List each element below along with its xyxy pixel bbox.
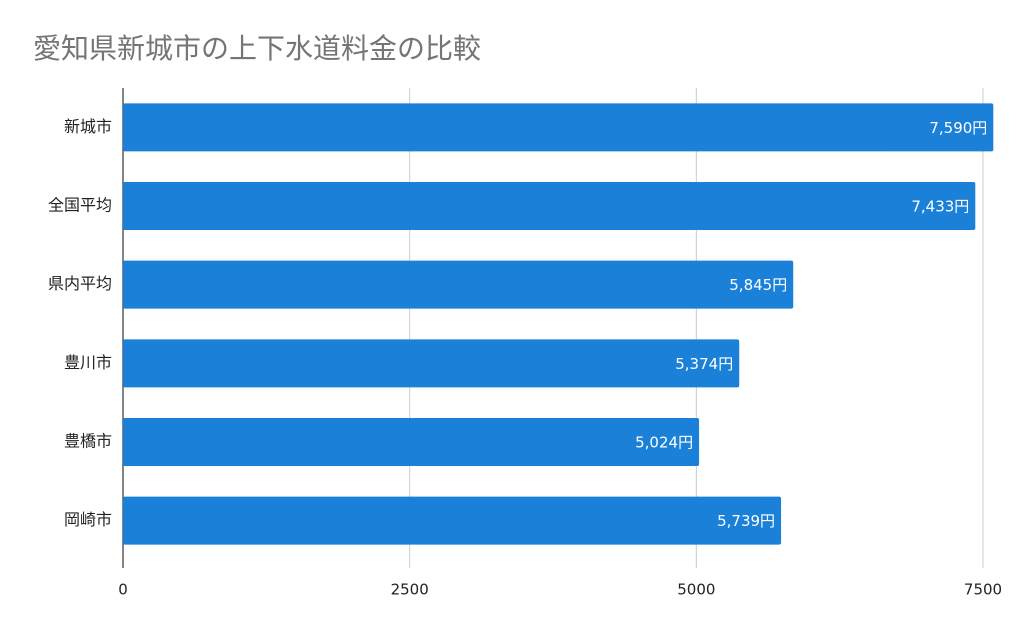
y-tick-label: 県内平均	[48, 274, 112, 293]
bar	[123, 496, 782, 545]
chart-title: 愛知県新城市の上下水道料金の比較	[33, 32, 481, 65]
bar	[123, 103, 994, 152]
y-tick-label: 全国平均	[48, 196, 112, 215]
y-tick-label: 豊川市	[64, 353, 112, 372]
bar	[123, 182, 976, 230]
y-tick-label: 新城市	[64, 117, 112, 136]
x-tick-label: 2500	[391, 581, 429, 599]
x-tick-label: 5000	[677, 581, 715, 599]
bar	[123, 339, 740, 388]
value-label: 5,374円	[675, 355, 733, 373]
value-label: 7,433円	[911, 198, 969, 216]
value-label: 5,024円	[635, 434, 693, 452]
bar	[123, 260, 794, 309]
bar	[123, 418, 700, 466]
value-label: 5,845円	[729, 276, 787, 294]
x-tick-label: 0	[118, 581, 128, 599]
value-label: 5,739円	[717, 512, 775, 530]
x-tick-label: 7500	[964, 581, 1002, 599]
y-tick-label: 岡崎市	[64, 510, 112, 529]
value-label: 7,590円	[929, 119, 987, 137]
y-tick-label: 豊橋市	[64, 432, 112, 451]
